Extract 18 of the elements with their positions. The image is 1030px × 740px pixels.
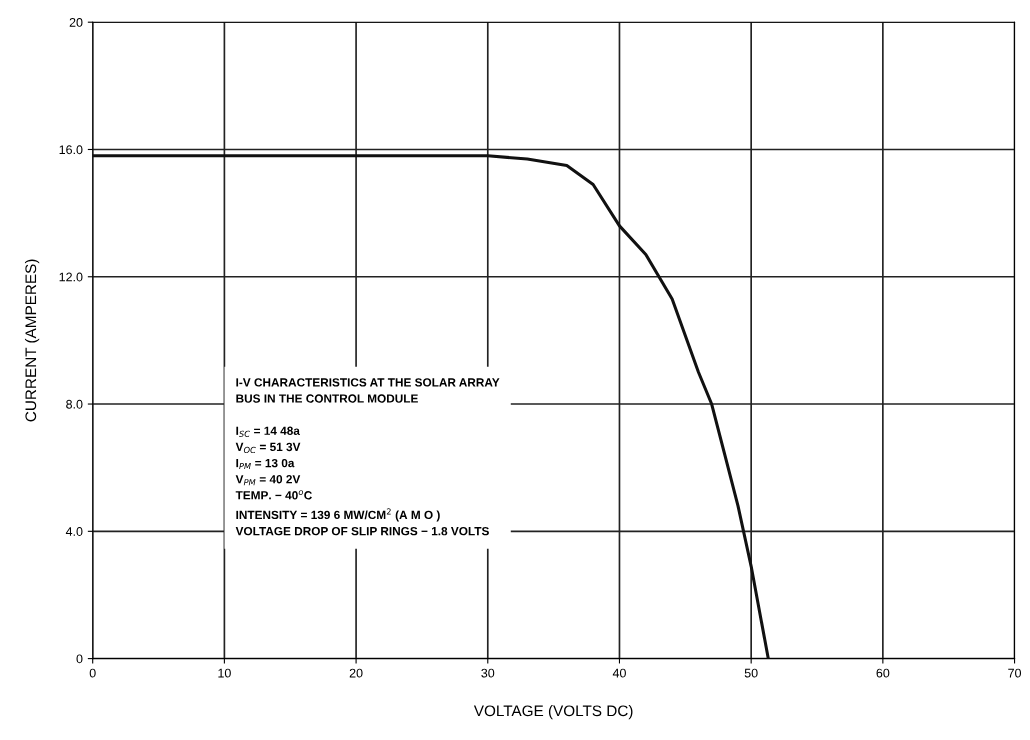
text: I-V CHARACTERISTICS AT THE SOLAR ARRAY BUS IN THE CONTROL MODULE I$_{SC}$ = 14 48a V$_{OC}$ = 51 3V I$_{PM}$ = 13 0a V$_{PM}$ = 40 2V TEMP. − 40$^{o}$C INTENSITY = 139 6 MW/CM$^{2}$ (A M O ) VOLTAGE DROP OF SLIP RINGS − 1.8 VOLTS: [235, 378, 500, 536]
x-tick-label: 40: [612, 668, 626, 678]
y-tick-label: 16.0: [59, 145, 83, 155]
y-tick-label: 12.0: [59, 272, 83, 282]
line-series: [92, 154, 770, 659]
x-tick-label: 0: [89, 668, 96, 678]
y-tick-label: 0: [76, 654, 83, 664]
x-tick-label: 60: [876, 668, 890, 678]
x-tick-label: 10: [218, 668, 231, 678]
x-axis-title: VOLTAGE (VOLTS DC): [473, 704, 633, 720]
x-tick-label: 50: [744, 668, 758, 678]
x-tick-label: 30: [481, 668, 495, 678]
x-tick-label: 70: [1008, 668, 1022, 678]
y-axis-title: CURRENT (AMPERES): [24, 259, 40, 422]
y-tick-label: 8.0: [66, 399, 83, 409]
x-tick-label: 20: [349, 668, 363, 678]
y-tick-label: 20: [69, 18, 83, 27]
y-tick-label: 4.0: [65, 527, 83, 536]
